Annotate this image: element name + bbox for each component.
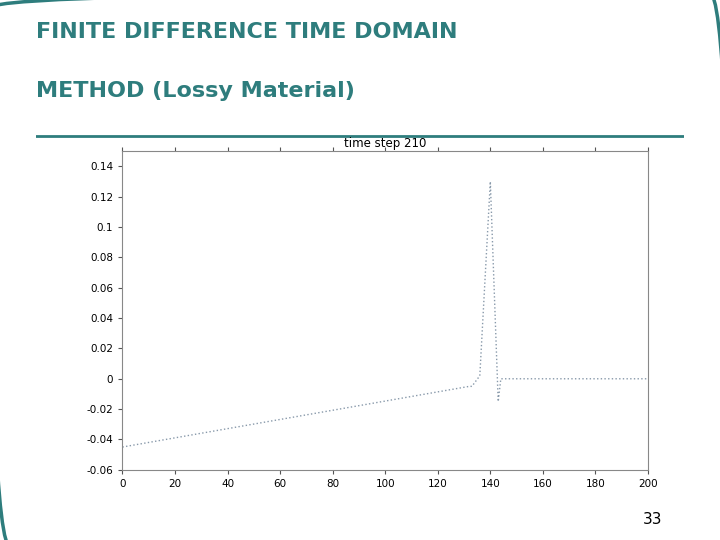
Title: time step 210: time step 210 [344, 137, 426, 150]
Text: METHOD (Lossy Material): METHOD (Lossy Material) [36, 81, 355, 101]
Text: FINITE DIFFERENCE TIME DOMAIN: FINITE DIFFERENCE TIME DOMAIN [36, 22, 457, 42]
Text: 33: 33 [643, 512, 662, 527]
